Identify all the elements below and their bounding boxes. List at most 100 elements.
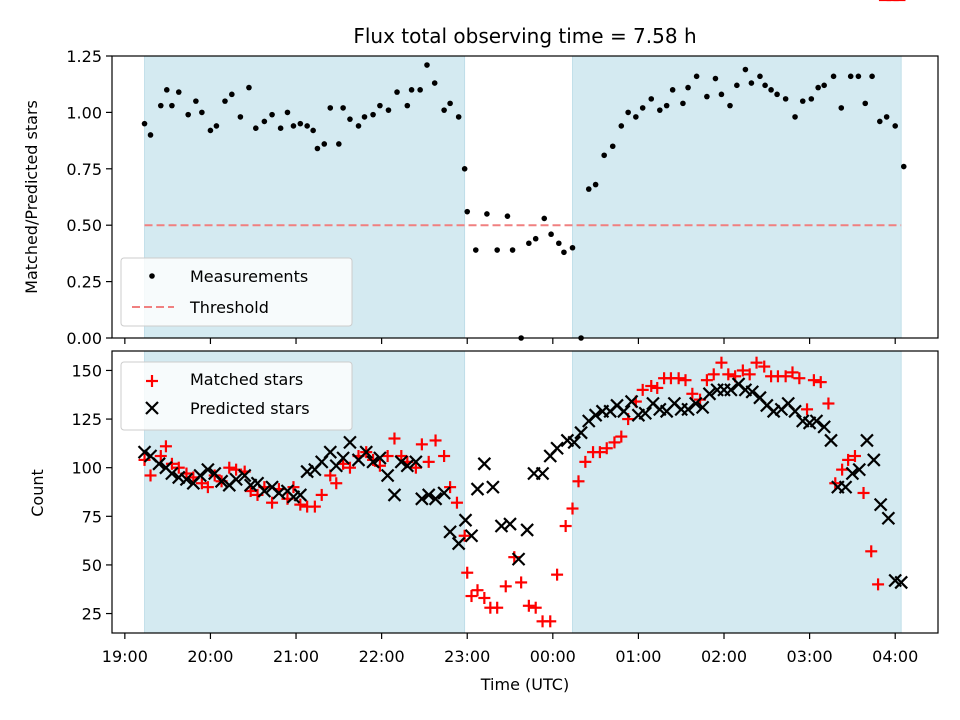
matched-star-point <box>865 545 878 558</box>
measurement-point <box>340 105 346 111</box>
measurement-point <box>900 163 907 170</box>
matched-star-point <box>499 580 512 593</box>
matched-star-point <box>801 403 814 416</box>
measurement-point <box>447 100 453 107</box>
measurement-point <box>734 82 740 89</box>
x-tick-label: 02:00 <box>701 647 747 666</box>
measurement-point <box>147 132 154 138</box>
predicted-star-point <box>494 519 509 533</box>
predicted-star-point <box>745 385 760 399</box>
predicted-star-point <box>165 466 179 481</box>
predicted-star-point <box>323 445 338 459</box>
matched-star-point <box>491 601 504 614</box>
predicted-star-point <box>359 445 373 459</box>
measurement-point <box>484 211 490 217</box>
matched-star-point <box>857 486 870 499</box>
measurement-point <box>869 73 875 80</box>
matched-star-point <box>201 481 214 494</box>
matched-star-point <box>836 463 849 476</box>
measurement-point <box>657 107 663 113</box>
predicted-star-point <box>394 455 409 469</box>
x-axis-label: Time (UTC) <box>480 675 569 694</box>
x-tick-label: 22:00 <box>359 647 405 666</box>
measurement-point <box>327 105 334 111</box>
predicted-star-point <box>520 523 534 537</box>
measurement-point <box>792 114 798 120</box>
predicted-star-point <box>415 492 429 506</box>
predicted-star-point <box>873 497 888 512</box>
matched-star-point <box>159 440 172 453</box>
measurement-point <box>855 73 862 80</box>
predicted-star-point <box>366 455 380 469</box>
measurement-point <box>408 87 415 93</box>
matched-star-point <box>848 450 861 463</box>
measurement-point <box>569 244 576 251</box>
measurement-point <box>556 240 562 247</box>
matched-star-point <box>579 455 592 468</box>
matched-star-point <box>566 502 579 515</box>
measurement-point <box>321 141 328 147</box>
predicted-star-point <box>860 433 874 448</box>
predicted-star-point <box>766 404 781 419</box>
measurement-point <box>618 123 625 129</box>
matched-star-point <box>715 356 728 369</box>
matched-star-point <box>522 599 535 612</box>
matched-star-point <box>786 366 799 379</box>
predicted-star-point <box>464 528 479 543</box>
predicted-star-point <box>681 402 695 417</box>
matched-star-point <box>223 461 236 474</box>
measurement-point <box>847 73 854 80</box>
predicted-star-point <box>214 474 229 489</box>
x-tick-label: 21:00 <box>273 647 319 666</box>
predicted-star-point <box>409 455 423 469</box>
measurement-point <box>394 89 400 95</box>
top-legend: Measurements Threshold <box>120 257 353 327</box>
matched-star-point <box>287 481 300 494</box>
matched-star-point <box>165 457 178 470</box>
matched-star-point <box>736 364 749 377</box>
predicted-star-point <box>257 484 272 498</box>
measurement-point <box>290 123 297 129</box>
chart-title: Flux total observing time = 7.58 h <box>353 24 696 48</box>
matched-star-point <box>807 374 820 387</box>
measurement-point <box>876 118 883 125</box>
x-tick-label: 23:00 <box>444 647 490 666</box>
matched-star-point <box>515 576 528 589</box>
matched-star-point <box>651 381 664 394</box>
measurement-point <box>648 96 655 102</box>
measurement-point <box>718 91 725 98</box>
measurement-point <box>199 109 205 116</box>
matched-star-point <box>544 615 557 628</box>
measurement-point <box>509 247 516 253</box>
predicted-star-point <box>845 466 860 481</box>
predicted-star-point <box>201 462 215 477</box>
measurement-point <box>774 91 780 98</box>
predicted-star-point <box>336 451 350 465</box>
matched-star-point <box>381 450 394 463</box>
measurement-point <box>561 249 567 256</box>
matched-star-point <box>415 438 428 451</box>
matched-star-point <box>679 374 692 387</box>
measurement-point <box>782 96 789 102</box>
measurement-point <box>504 213 511 219</box>
matched-star-point <box>409 461 422 474</box>
measurement-point <box>892 123 899 129</box>
predicted-star-point <box>458 513 473 527</box>
predicted-star-point <box>617 404 631 419</box>
measurement-point <box>762 82 768 89</box>
x-tick-label: 19:00 <box>102 647 148 666</box>
observing-window <box>572 55 902 339</box>
measurement-point <box>541 215 548 222</box>
y-tick-label: 0.50 <box>66 216 102 235</box>
measurement-point <box>207 127 214 134</box>
predicted-star-point <box>171 470 186 485</box>
predicted-star-point <box>152 457 166 471</box>
legend-predicted-marker <box>145 401 159 415</box>
matched-star-point <box>743 368 756 381</box>
measurement-point <box>431 80 438 86</box>
matched-star-point <box>872 578 885 591</box>
measurement-point <box>494 247 500 253</box>
matched-star-point <box>600 442 613 455</box>
predicted-star-point <box>550 441 564 456</box>
measurement-point <box>193 98 199 104</box>
